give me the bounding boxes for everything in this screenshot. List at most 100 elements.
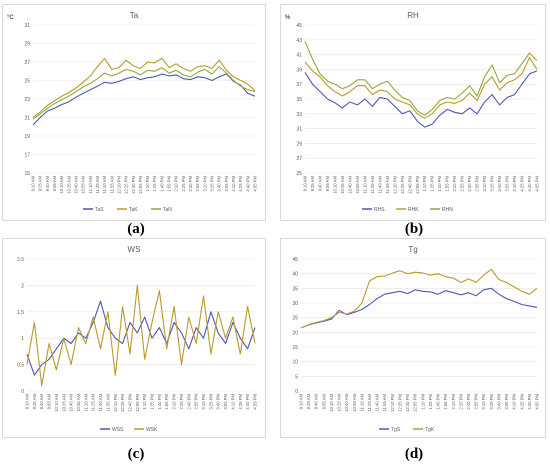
x-tick-label: 1:40 PM xyxy=(436,394,441,410)
x-tick-label: 10:10 AM xyxy=(332,175,337,193)
y-tick-label: 15 xyxy=(292,345,298,351)
x-tick-label: 11:55 AM xyxy=(105,393,110,411)
sublabel-c: (c) xyxy=(127,446,145,462)
x-tick-label: 12:25 PM xyxy=(120,394,125,412)
x-tick-label: 10:10 AM xyxy=(329,393,334,411)
series-line-tgs xyxy=(300,287,538,329)
chart-panel-rh: RH% 25 27 29 31 33 35 37 39 41 43 45 9:10 AM 9:25 AM 9… xyxy=(280,4,546,221)
x-tick-label: 4:40 PM xyxy=(245,394,250,410)
x-tick-label: 1:10 PM xyxy=(422,176,427,192)
y-unit-label: °C xyxy=(7,15,14,21)
y-tick-label: 17 xyxy=(24,153,30,159)
x-tick-label: 12:55 PM xyxy=(138,176,143,194)
x-tick-label: 9:10 AM xyxy=(25,393,30,409)
x-tick-label: 3:55 PM xyxy=(224,176,229,192)
x-tick-label: 9:55 AM xyxy=(325,175,330,191)
x-tick-label: 11:40 AM xyxy=(377,175,382,193)
series-line-tgk xyxy=(300,268,538,329)
legend-label: TaN xyxy=(163,207,172,213)
y-tick-label: 0 xyxy=(21,389,24,395)
x-tick-label: 2:40 PM xyxy=(188,176,193,192)
series-line-tas xyxy=(32,73,256,126)
x-tick-label: 4:40 PM xyxy=(527,176,532,192)
y-tick-label: 0.5 xyxy=(17,363,24,369)
x-tick-label: 1:10 PM xyxy=(142,394,147,410)
sublabel-b: (b) xyxy=(404,221,424,237)
x-tick-label: 10:25 AM xyxy=(340,175,345,193)
x-tick-label: 3:25 PM xyxy=(490,176,495,192)
series-line-tan xyxy=(32,66,256,120)
x-tick-label: 12:25 PM xyxy=(400,176,405,194)
x-tick-label: 4:55 PM xyxy=(253,394,258,410)
x-tick-label: 9:55 AM xyxy=(321,393,326,409)
y-tick-label: 40 xyxy=(292,272,298,278)
x-tick-label: 10:25 AM xyxy=(61,393,66,411)
x-tick-label: 11:25 AM xyxy=(95,175,100,193)
y-tick-label: 23 xyxy=(24,97,30,103)
chart-tg: Tg 0 5 10 15 20 25 30 35 40 45 9:10 AM 9:25 AM 9:40 A… xyxy=(292,245,539,433)
sublabel-a: (a) xyxy=(127,221,145,237)
x-tick-label: 1:40 PM xyxy=(157,394,162,410)
x-tick-label: 1:25 PM xyxy=(428,394,433,410)
x-tick-label: 3:10 PM xyxy=(202,176,207,192)
x-tick-label: 10:10 AM xyxy=(54,393,59,411)
legend-label: TgK xyxy=(425,427,435,433)
sublabel-d: (d) xyxy=(404,446,424,462)
series-line-tak xyxy=(32,57,256,118)
y-tick-label: 27 xyxy=(296,156,302,162)
chart-panel-ta: Ta °C 15 17 19 21 23 25 27 29 31 9:10 AM 9:25 AM 9:40… xyxy=(2,4,266,221)
x-tick-label: 10:55 AM xyxy=(355,175,360,193)
y-tick-label: 29 xyxy=(296,141,302,147)
series-line-rhk xyxy=(304,57,538,119)
x-tick-label: 9:55 AM xyxy=(47,393,52,409)
x-tick-label: 1:25 PM xyxy=(430,176,435,192)
y-tick-label: 21 xyxy=(24,116,30,122)
x-tick-label: 11:10 AM xyxy=(362,175,367,193)
x-tick-label: 12:10 PM xyxy=(116,176,121,194)
x-tick-label: 12:55 PM xyxy=(413,394,418,412)
x-tick-label: 11:40 AM xyxy=(102,175,107,193)
x-tick-label: 2:40 PM xyxy=(186,394,191,410)
chart-title: Ta xyxy=(130,11,139,20)
y-tick-label: 20 xyxy=(292,330,298,336)
y-tick-label: 25 xyxy=(24,79,30,85)
legend-label: RHN xyxy=(442,207,453,213)
x-tick-label: 3:40 PM xyxy=(496,394,501,410)
y-tick-label: 25 xyxy=(296,171,302,177)
x-tick-label: 9:40 AM xyxy=(45,175,50,191)
y-tick-label: 43 xyxy=(296,38,302,44)
chart-title: Tg xyxy=(408,245,417,254)
x-tick-label: 12:40 PM xyxy=(405,394,410,412)
chart-title: RH xyxy=(407,11,419,20)
x-tick-label: 4:10 PM xyxy=(512,394,517,410)
x-tick-label: 3:55 PM xyxy=(505,176,510,192)
x-tick-label: 4:25 PM xyxy=(519,394,524,410)
chart-ta: Ta °C 15 17 19 21 23 25 27 29 31 9:10 AM 9:25 AM 9:40… xyxy=(7,11,258,213)
x-tick-label: 4:55 PM xyxy=(253,176,258,192)
y-tick-label: 31 xyxy=(24,23,30,29)
x-tick-label: 9:25 AM xyxy=(306,393,311,409)
y-tick-label: 37 xyxy=(296,82,302,88)
x-tick-label: 1:55 PM xyxy=(164,394,169,410)
x-tick-label: 12:55 PM xyxy=(415,176,420,194)
x-tick-label: 9:25 AM xyxy=(32,393,37,409)
x-tick-label: 9:40 AM xyxy=(39,393,44,409)
x-tick-label: 1:40 PM xyxy=(437,176,442,192)
x-tick-label: 10:40 AM xyxy=(344,393,349,411)
x-tick-label: 2:10 PM xyxy=(451,394,456,410)
x-tick-label: 2:25 PM xyxy=(179,394,184,410)
x-tick-label: 2:25 PM xyxy=(460,176,465,192)
legend-label: TgS xyxy=(391,427,401,433)
x-tick-label: 2:55 PM xyxy=(194,394,199,410)
y-tick-label: 1 xyxy=(21,336,24,342)
y-tick-label: 31 xyxy=(296,127,302,133)
x-tick-label: 3:10 PM xyxy=(481,394,486,410)
x-tick-label: 1:10 PM xyxy=(145,176,150,192)
x-tick-label: 10:55 AM xyxy=(81,175,86,193)
x-tick-label: 9:10 AM xyxy=(31,175,36,191)
x-tick-label: 12:40 PM xyxy=(131,176,136,194)
x-tick-label: 1:25 PM xyxy=(152,176,157,192)
y-tick-label: 1.5 xyxy=(17,310,24,316)
chart-panel-ws: WS 0 0.5 1 1.5 2 2.5 9:10 AM 9:25 AM 9:40 AM 9:55 … xyxy=(2,238,266,438)
y-tick-label: 30 xyxy=(292,301,298,307)
